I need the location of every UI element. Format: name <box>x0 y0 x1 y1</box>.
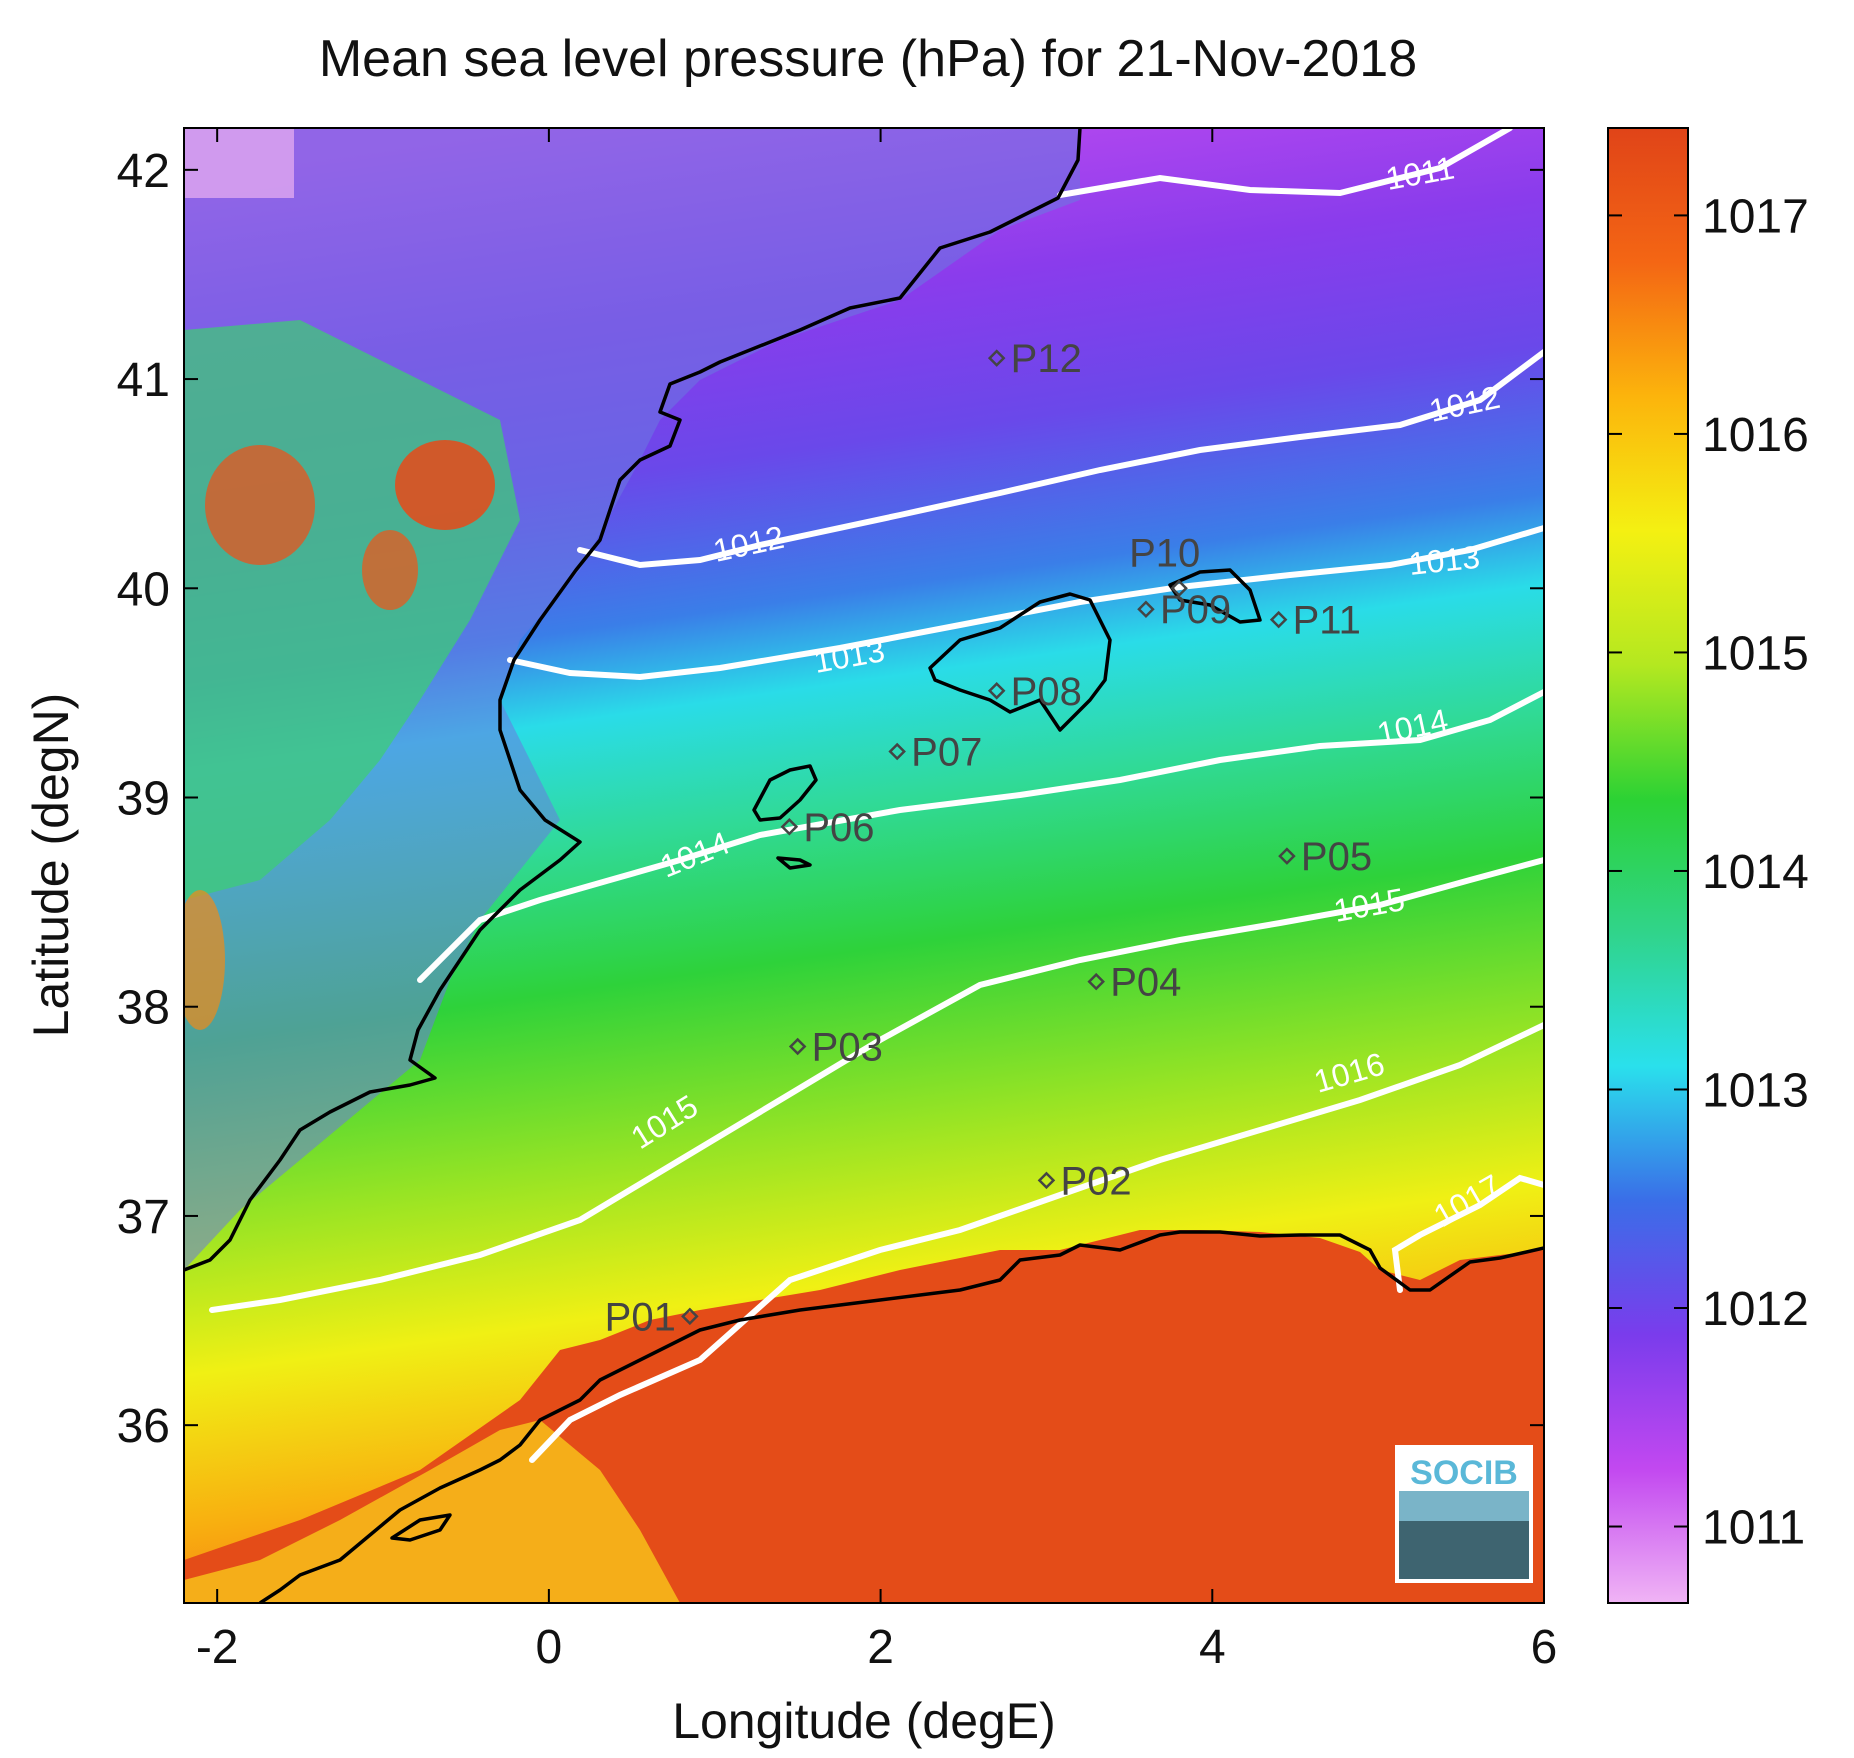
colorbar-tick-label: 1011 <box>1702 1502 1805 1555</box>
station-diamond-icon <box>1137 600 1155 618</box>
station-label: P07 <box>911 730 982 774</box>
isobar-1016 <box>529 1022 1544 1463</box>
station-p09[interactable]: P09 <box>1137 588 1231 632</box>
plot-frame <box>183 127 1545 1604</box>
colorbar <box>1607 127 1689 1604</box>
y-tick-label: 37 <box>117 1191 170 1244</box>
africa-coastline <box>259 1230 1544 1603</box>
menorca-coastline <box>1168 568 1262 624</box>
plot-area: 1011 1012 1012 1013 1013 1014 1014 1015 … <box>184 128 1544 1603</box>
map-title: Mean sea level pressure (hPa) for 21-Nov… <box>319 30 1417 88</box>
station-diamond-icon <box>1037 1171 1056 1190</box>
land-low-spot <box>184 128 294 198</box>
station-label: P06 <box>803 806 874 850</box>
colorbar-tick-label: 1015 <box>1702 627 1809 680</box>
station-p02[interactable]: P02 <box>1037 1159 1132 1203</box>
y-axis-label: Latitude (degN) <box>23 693 79 1038</box>
y-tick-label: 42 <box>117 145 170 198</box>
station-diamond-icon <box>780 818 799 836</box>
station-label: P09 <box>1160 588 1231 632</box>
y-tick-label: 36 <box>117 1400 170 1453</box>
station-diamond-icon <box>888 742 906 761</box>
x-tick-label: 2 <box>867 1621 894 1674</box>
station-label: P05 <box>1301 835 1372 879</box>
station-diamond-icon <box>1269 610 1288 629</box>
isobar-1015 <box>209 857 1544 1313</box>
station-diamond-icon <box>681 1307 699 1326</box>
isobar-1014 <box>417 689 1544 983</box>
station-p05[interactable]: P05 <box>1278 835 1372 879</box>
x-axis-ticks: -2 0 2 4 6 <box>196 128 1558 1674</box>
station-p08[interactable]: P08 <box>987 670 1082 714</box>
x-tick-label: 0 <box>536 1621 563 1674</box>
colorbar-ticks: 1011 1012 1013 1014 1015 1016 1017 <box>1608 190 1809 1555</box>
station-diamond-icon <box>987 682 1006 700</box>
station-p11[interactable]: P11 <box>1269 599 1361 643</box>
y-tick-label: 39 <box>117 773 170 826</box>
x-tick-label: 6 <box>1531 1621 1558 1674</box>
station-p01[interactable]: P01 <box>605 1295 699 1339</box>
colorbar-tick-label: 1012 <box>1702 1283 1809 1336</box>
station-p07[interactable]: P07 <box>888 730 982 774</box>
isobar-1017 <box>1391 1174 1544 1293</box>
y-tick-label: 38 <box>117 982 170 1035</box>
x-tick-label: -2 <box>196 1621 239 1674</box>
station-diamond-icon <box>987 349 1006 367</box>
x-tick-label: 4 <box>1199 1621 1226 1674</box>
station-label: P02 <box>1060 1159 1131 1203</box>
isobar-1011 <box>1057 128 1513 198</box>
station-diamond-icon <box>1278 847 1296 865</box>
land-high-spot <box>205 445 315 565</box>
station-diamond-icon <box>788 1037 807 1056</box>
isobar-1012 <box>577 349 1544 569</box>
colorbar-tick-label: 1013 <box>1702 1064 1809 1117</box>
isobar-label: 1013 <box>1407 539 1482 582</box>
x-axis-label: Longitude (degE) <box>672 1693 1056 1749</box>
y-tick-label: 41 <box>117 354 170 407</box>
station-p04[interactable]: P04 <box>1087 961 1181 1005</box>
station-p12[interactable]: P12 <box>987 337 1082 381</box>
formentera-coastline <box>776 856 812 870</box>
mallorca-coastline <box>928 592 1112 732</box>
station-label: P12 <box>1011 337 1082 381</box>
logo-text: SOCIB <box>1410 1454 1518 1492</box>
colorbar-tick-label: 1014 <box>1702 846 1809 899</box>
station-p03[interactable]: P03 <box>788 1025 883 1069</box>
alboran-coastline <box>390 1513 452 1542</box>
iberia-coastline <box>184 128 1082 1272</box>
colorbar-tick-label: 1016 <box>1702 409 1809 462</box>
colorbar-tick-label: 1017 <box>1702 190 1809 243</box>
station-label: P04 <box>1110 961 1181 1005</box>
station-p06[interactable]: P06 <box>780 806 875 850</box>
land-high-spot <box>184 890 225 1030</box>
station-label: P10 <box>1129 531 1200 575</box>
y-axis-ticks: 36 37 38 39 40 41 42 <box>117 145 1544 1453</box>
station-label: P11 <box>1293 599 1361 643</box>
station-p10[interactable]: P10 <box>1129 531 1200 598</box>
logo-sky <box>1399 1491 1529 1521</box>
ibiza-coastline <box>752 764 818 822</box>
station-label: P01 <box>605 1295 676 1339</box>
land-high-spot <box>362 530 418 610</box>
station-label: P03 <box>812 1025 883 1069</box>
socib-logo: SOCIB <box>1395 1445 1533 1583</box>
africa-coastal-band <box>184 1420 680 1603</box>
land-high-spot <box>395 440 495 530</box>
station-diamond-icon <box>1087 972 1105 991</box>
station-diamond-icon <box>1170 579 1188 598</box>
station-markers: P01 P02 P03 P04 P05 P06 P07 P08 P09 P10 P11 P12 <box>605 337 1372 1339</box>
station-label: P08 <box>1011 670 1082 714</box>
y-tick-label: 40 <box>117 563 170 616</box>
